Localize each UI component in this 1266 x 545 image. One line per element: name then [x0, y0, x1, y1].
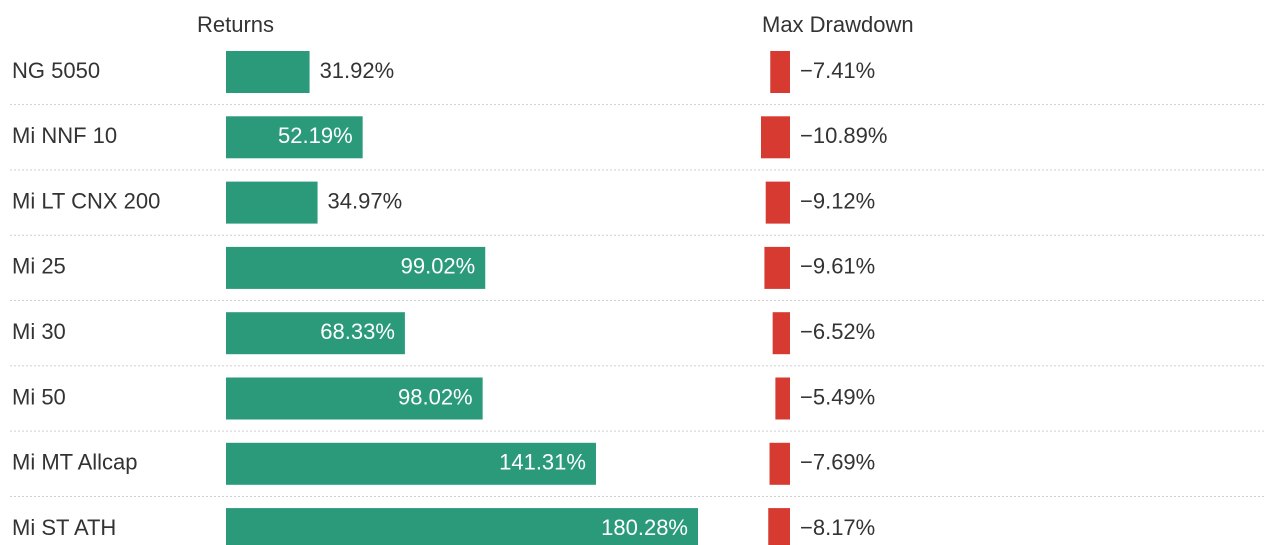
row-label: Mi LT CNX 200	[12, 188, 160, 213]
bar	[226, 246, 486, 289]
column-header: Max Drawdown	[762, 12, 914, 37]
value-label: 31.92%	[320, 58, 395, 83]
row-label: Mi MT Allcap	[12, 450, 138, 475]
row-label: Mi NNF 10	[12, 123, 117, 148]
bar	[226, 377, 483, 420]
value-label: 68.33%	[320, 319, 395, 344]
bar	[226, 51, 310, 93]
value-label: −5.49%	[800, 384, 875, 409]
column-header: Returns	[197, 12, 274, 37]
bar	[764, 246, 790, 289]
bar	[226, 116, 363, 159]
value-label: −7.41%	[800, 58, 875, 83]
bar	[226, 442, 596, 485]
value-label: 141.31%	[499, 450, 586, 475]
value-label: 180.28%	[601, 515, 688, 540]
bar	[226, 508, 698, 545]
row-label: Mi 25	[12, 254, 66, 279]
value-label: −8.17%	[800, 515, 875, 540]
value-label: 99.02%	[401, 254, 476, 279]
bar	[769, 442, 790, 485]
value-label: 98.02%	[398, 384, 473, 409]
bar	[768, 508, 790, 545]
bar	[226, 181, 318, 224]
value-label: −6.52%	[800, 319, 875, 344]
bar	[226, 312, 405, 355]
bar	[770, 51, 790, 93]
bar	[765, 181, 790, 224]
row-label: Mi 30	[12, 319, 66, 344]
value-label: −9.61%	[800, 254, 875, 279]
bar	[775, 377, 790, 420]
bar	[772, 312, 790, 355]
value-label: 34.97%	[328, 188, 403, 213]
row-label: NG 5050	[12, 58, 100, 83]
row-label: Mi ST ATH	[12, 515, 116, 540]
value-label: −9.12%	[800, 188, 875, 213]
row-label: Mi 50	[12, 384, 66, 409]
bar	[761, 116, 790, 159]
value-label: −7.69%	[800, 450, 875, 475]
value-label: 52.19%	[278, 123, 353, 148]
value-label: −10.89%	[800, 123, 887, 148]
